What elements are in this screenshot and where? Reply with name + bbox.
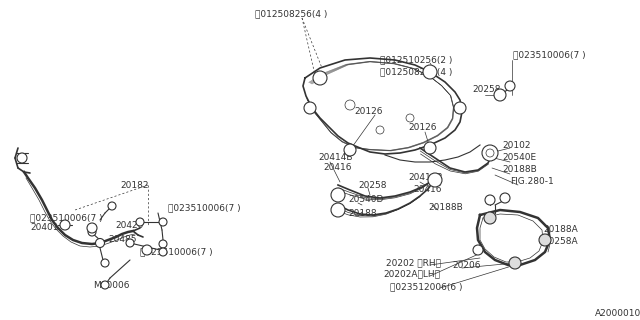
Circle shape xyxy=(159,248,167,256)
Text: 20258: 20258 xyxy=(358,180,387,189)
Circle shape xyxy=(473,245,483,255)
Text: 20485: 20485 xyxy=(108,236,136,244)
Text: 20188: 20188 xyxy=(348,209,376,218)
Circle shape xyxy=(345,100,355,110)
Circle shape xyxy=(454,102,466,114)
Text: 20416: 20416 xyxy=(323,164,351,172)
Text: 20126: 20126 xyxy=(408,124,436,132)
Circle shape xyxy=(485,195,495,205)
Text: 20258: 20258 xyxy=(472,85,500,94)
Text: Ⓝ023512006(6 ): Ⓝ023512006(6 ) xyxy=(390,283,463,292)
Circle shape xyxy=(428,173,442,187)
Text: 20420: 20420 xyxy=(115,220,143,229)
Circle shape xyxy=(126,239,134,247)
Circle shape xyxy=(331,203,345,217)
Text: 20540E: 20540E xyxy=(502,154,536,163)
Text: 20126: 20126 xyxy=(354,108,383,116)
Text: 20202A〈LH〉: 20202A〈LH〉 xyxy=(383,269,440,278)
Circle shape xyxy=(423,65,437,79)
Circle shape xyxy=(484,212,496,224)
Circle shape xyxy=(304,102,316,114)
Circle shape xyxy=(424,142,436,154)
Text: M00006: M00006 xyxy=(93,281,129,290)
Text: Ⓑ012510256(2 ): Ⓑ012510256(2 ) xyxy=(380,55,452,65)
Circle shape xyxy=(87,223,97,233)
Circle shape xyxy=(509,257,521,269)
Text: 20416: 20416 xyxy=(413,186,442,195)
Text: A200001023: A200001023 xyxy=(595,308,640,317)
Circle shape xyxy=(108,202,116,210)
Text: Ⓝ023510006(7 ): Ⓝ023510006(7 ) xyxy=(513,51,586,60)
Circle shape xyxy=(505,81,515,91)
Circle shape xyxy=(376,126,384,134)
Text: Ⓑ012508256(4 ): Ⓑ012508256(4 ) xyxy=(255,10,328,19)
Text: 20414B: 20414B xyxy=(408,173,442,182)
Text: 20206: 20206 xyxy=(452,260,481,269)
Text: 20540D: 20540D xyxy=(348,196,383,204)
Circle shape xyxy=(17,153,27,163)
Text: 20258A: 20258A xyxy=(543,237,578,246)
Text: 20182: 20182 xyxy=(120,180,148,189)
Circle shape xyxy=(406,114,414,122)
Circle shape xyxy=(482,145,498,161)
Text: 20188B: 20188B xyxy=(502,165,537,174)
Text: 20102: 20102 xyxy=(502,140,531,149)
Text: Ⓝ023510006(7 ): Ⓝ023510006(7 ) xyxy=(140,247,212,257)
Circle shape xyxy=(313,71,327,85)
Circle shape xyxy=(60,220,70,230)
Text: Ⓑ012508256(4 ): Ⓑ012508256(4 ) xyxy=(380,68,452,76)
Text: 20414B: 20414B xyxy=(318,154,353,163)
Circle shape xyxy=(159,240,167,248)
Circle shape xyxy=(88,228,96,236)
Text: 20188A: 20188A xyxy=(543,226,578,235)
Circle shape xyxy=(494,89,506,101)
Circle shape xyxy=(159,218,167,226)
Text: 20401: 20401 xyxy=(30,223,58,233)
Circle shape xyxy=(136,218,144,226)
Text: Ⓝ023510006(7 ): Ⓝ023510006(7 ) xyxy=(30,213,102,222)
Circle shape xyxy=(101,259,109,267)
Circle shape xyxy=(486,149,494,157)
Circle shape xyxy=(142,245,152,255)
Text: 20188B: 20188B xyxy=(428,204,463,212)
Text: FIG.280-1: FIG.280-1 xyxy=(510,178,554,187)
Text: Ⓝ023510006(7 ): Ⓝ023510006(7 ) xyxy=(168,204,241,212)
Circle shape xyxy=(539,234,551,246)
Circle shape xyxy=(500,193,510,203)
Circle shape xyxy=(101,281,109,289)
Circle shape xyxy=(331,188,345,202)
Circle shape xyxy=(344,144,356,156)
Circle shape xyxy=(95,238,104,247)
Text: 20202 〈RH〉: 20202 〈RH〉 xyxy=(386,259,441,268)
